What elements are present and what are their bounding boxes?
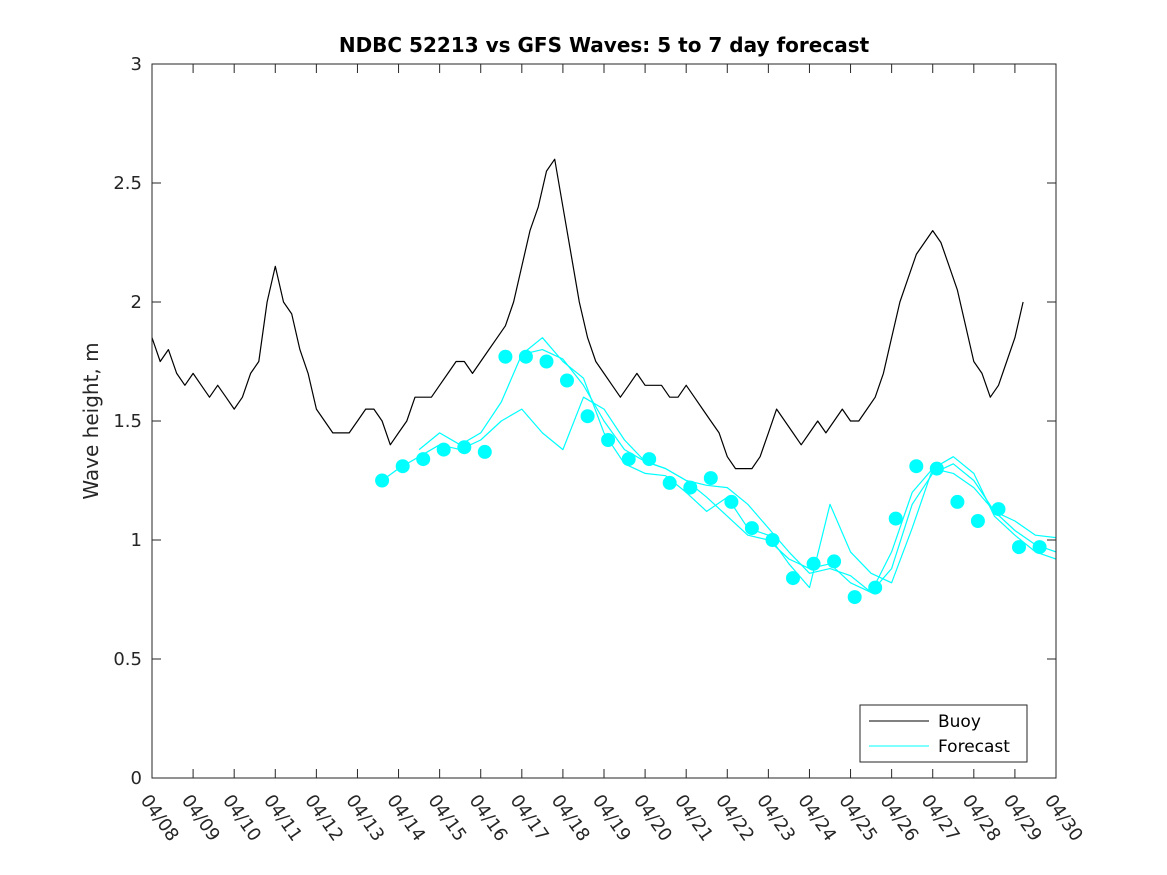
forecast-marker bbox=[642, 452, 657, 467]
forecast-marker bbox=[909, 459, 924, 474]
y-tick-label: 0 bbox=[131, 768, 142, 789]
legend-label-forecast: Forecast bbox=[938, 737, 1010, 757]
forecast-marker bbox=[765, 533, 780, 547]
forecast-marker bbox=[929, 461, 944, 476]
legend-label-buoy: Buoy bbox=[938, 712, 981, 732]
forecast-marker bbox=[950, 494, 965, 509]
forecast-marker bbox=[868, 580, 883, 595]
forecast-marker bbox=[847, 590, 862, 605]
y-axis-label: Wave height, m bbox=[79, 342, 103, 499]
forecast-marker bbox=[806, 556, 821, 571]
forecast-marker bbox=[1032, 540, 1047, 555]
series-layer bbox=[152, 158, 1056, 605]
forecast-marker bbox=[498, 349, 513, 364]
forecast-marker bbox=[703, 471, 718, 486]
y-tick-label: 1.5 bbox=[113, 411, 142, 432]
forecast-marker bbox=[436, 442, 451, 457]
forecast-marker bbox=[827, 554, 842, 569]
y-tick-label: 0.5 bbox=[113, 649, 142, 670]
forecast-series-line-3 bbox=[521, 349, 1056, 594]
forecast-marker bbox=[888, 511, 903, 526]
forecast-marker bbox=[1012, 540, 1026, 555]
buoy-series-line bbox=[152, 158, 1024, 470]
y-tick-label: 1 bbox=[131, 530, 142, 551]
legend-box bbox=[859, 704, 1028, 763]
forecast-marker bbox=[683, 480, 698, 495]
forecast-marker bbox=[416, 452, 431, 467]
forecast-marker bbox=[662, 475, 677, 490]
forecast-marker bbox=[580, 409, 595, 424]
forecast-marker bbox=[477, 444, 492, 459]
forecast-marker bbox=[601, 433, 616, 447]
forecast-marker bbox=[724, 494, 739, 509]
legend: Buoy Forecast bbox=[859, 704, 1028, 763]
forecast-marker bbox=[395, 459, 410, 474]
chart-title: NDBC 52213 vs GFS Waves: 5 to 7 day fore… bbox=[339, 33, 870, 57]
forecast-marker bbox=[539, 354, 554, 369]
forecast-marker bbox=[560, 373, 574, 388]
y-tick-label: 2.5 bbox=[113, 173, 142, 194]
forecast-marker bbox=[744, 521, 759, 536]
y-tick-label: 2 bbox=[131, 292, 142, 313]
forecast-marker bbox=[786, 571, 800, 586]
forecast-marker bbox=[457, 440, 472, 455]
forecast-marker bbox=[970, 514, 985, 528]
forecast-marker bbox=[991, 502, 1006, 517]
y-tick-label: 3 bbox=[131, 54, 142, 75]
forecast-marker bbox=[375, 473, 390, 488]
forecast-marker bbox=[621, 452, 636, 467]
forecast-marker bbox=[518, 349, 533, 364]
